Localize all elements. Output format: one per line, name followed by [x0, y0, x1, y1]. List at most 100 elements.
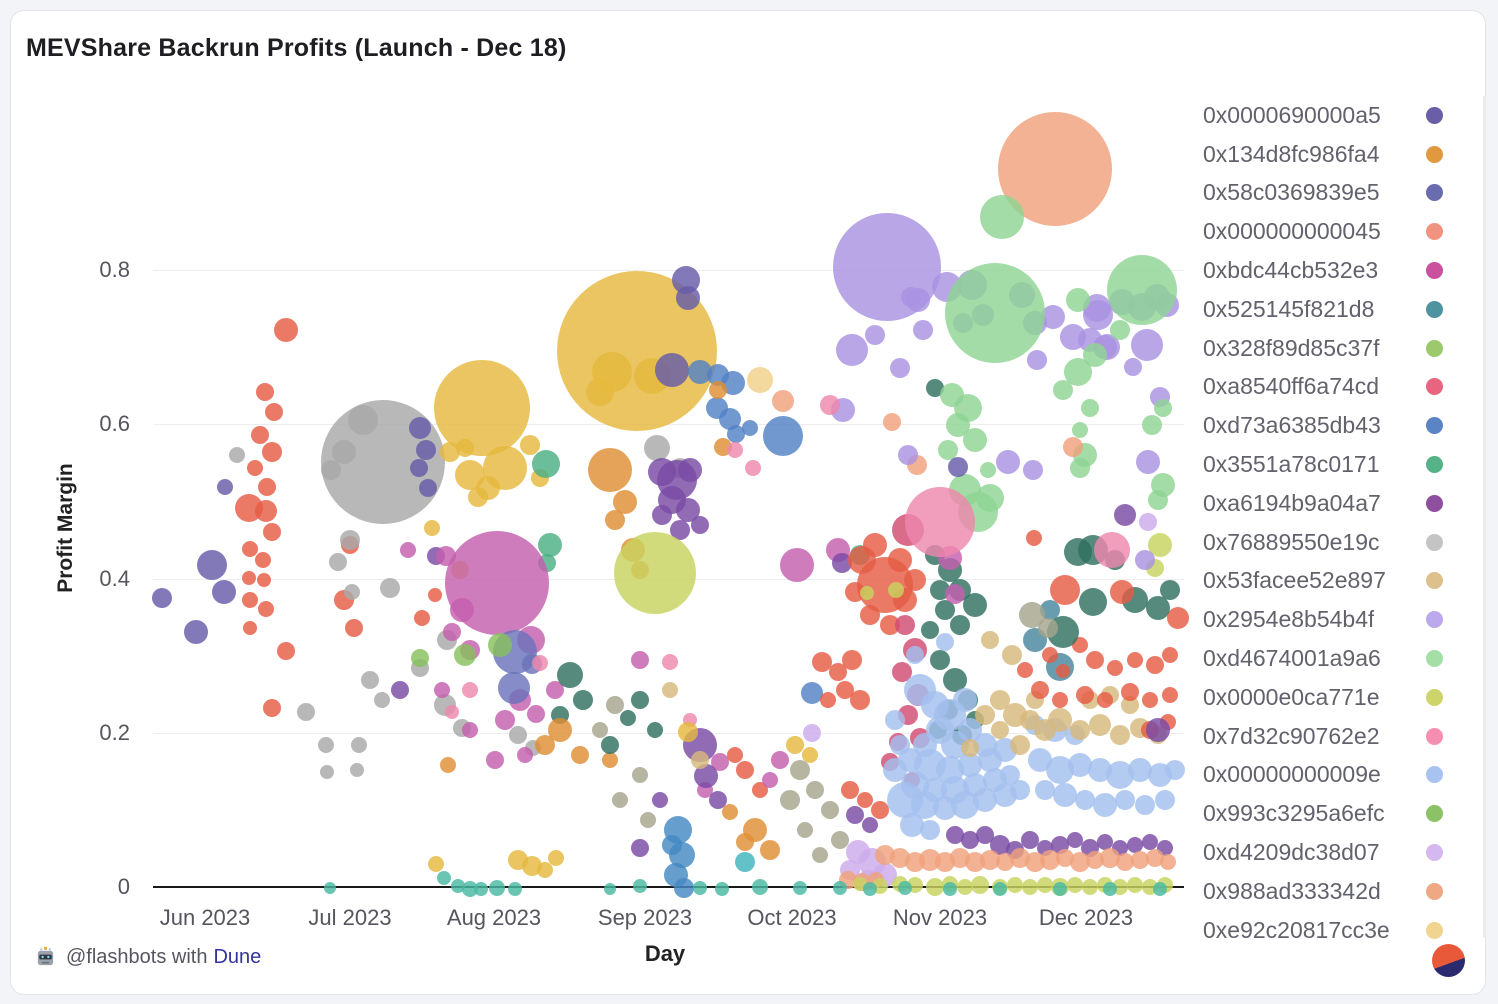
bubble[interactable] — [1075, 790, 1095, 810]
bubble[interactable] — [1100, 848, 1120, 868]
bubble[interactable] — [1115, 790, 1135, 810]
bubble[interactable] — [468, 487, 488, 507]
bubble[interactable] — [890, 358, 910, 378]
bubble[interactable] — [670, 520, 690, 540]
bubble[interactable] — [1042, 647, 1058, 663]
bubble[interactable] — [742, 420, 758, 436]
legend-item[interactable]: 0xbdc44cb532e3 — [1203, 251, 1465, 290]
bubble[interactable] — [265, 403, 283, 421]
bubble[interactable] — [601, 736, 619, 754]
bubble[interactable] — [945, 263, 1045, 363]
bubble[interactable] — [871, 801, 889, 819]
bubble[interactable] — [1127, 837, 1143, 853]
bubble[interactable] — [532, 450, 560, 478]
bubble[interactable] — [1053, 380, 1073, 400]
legend-item[interactable]: 0x328f89d85c37f — [1203, 329, 1465, 368]
bubble[interactable] — [812, 652, 832, 672]
bubble[interactable] — [229, 447, 245, 463]
bubble[interactable] — [361, 671, 379, 689]
bubble[interactable] — [662, 682, 678, 698]
bubble[interactable] — [258, 601, 274, 617]
bubble[interactable] — [1121, 696, 1139, 714]
bubble[interactable] — [841, 781, 859, 799]
bubble[interactable] — [614, 532, 696, 614]
bubble[interactable] — [875, 845, 895, 865]
bubble[interactable] — [674, 878, 694, 898]
bubble[interactable] — [1038, 618, 1058, 638]
bubble[interactable] — [648, 458, 676, 486]
bubble[interactable] — [242, 571, 256, 585]
legend-item[interactable]: 0x0000690000a5 — [1203, 96, 1465, 135]
bubble[interactable] — [251, 426, 269, 444]
bubble[interactable] — [320, 765, 334, 779]
bubble[interactable] — [1076, 686, 1094, 704]
bubble[interactable] — [1023, 460, 1043, 480]
bubble[interactable] — [152, 588, 172, 608]
bubble[interactable] — [913, 320, 933, 340]
legend-item[interactable]: 0x000000000045 — [1203, 212, 1465, 251]
bubble[interactable] — [990, 835, 1010, 855]
bubble[interactable] — [850, 690, 870, 710]
bubble[interactable] — [1131, 851, 1149, 869]
bubble[interactable] — [631, 691, 649, 709]
bubble[interactable] — [1131, 329, 1163, 361]
bubble[interactable] — [1010, 735, 1030, 755]
bubble[interactable] — [212, 580, 236, 604]
legend-item[interactable]: 0x2954e8b54b4f — [1203, 600, 1465, 639]
legend-item[interactable]: 0xe92c20817cc3e — [1203, 911, 1465, 950]
bubble[interactable] — [1135, 795, 1155, 815]
bubble[interactable] — [495, 710, 515, 730]
bubble[interactable] — [1089, 714, 1111, 736]
bubble[interactable] — [693, 881, 707, 895]
bubble[interactable] — [486, 751, 504, 769]
bubble[interactable] — [790, 760, 810, 780]
bubble[interactable] — [527, 705, 545, 723]
bubble[interactable] — [1107, 660, 1123, 676]
bubble[interactable] — [488, 633, 512, 657]
bubble[interactable] — [262, 442, 282, 462]
bubble[interactable] — [975, 705, 995, 725]
bubble[interactable] — [1103, 882, 1117, 896]
legend-item[interactable]: 0x53facee52e897 — [1203, 562, 1465, 601]
bubble[interactable] — [860, 586, 874, 600]
bubble[interactable] — [760, 840, 780, 860]
bubble[interactable] — [440, 442, 460, 462]
bubble[interactable] — [735, 852, 755, 872]
bubble[interactable] — [1086, 651, 1104, 669]
bubble[interactable] — [736, 833, 754, 851]
bubble[interactable] — [1063, 437, 1083, 457]
bubble[interactable] — [722, 804, 738, 820]
bubble[interactable] — [321, 460, 341, 480]
bubble[interactable] — [1017, 662, 1033, 678]
bubble[interactable] — [257, 573, 271, 587]
bubble[interactable] — [709, 791, 727, 809]
bubble[interactable] — [437, 871, 451, 885]
bubble[interactable] — [1070, 458, 1090, 478]
legend-item[interactable]: 0x0000e0ca771e — [1203, 678, 1465, 717]
bubble[interactable] — [860, 605, 880, 625]
bubble[interactable] — [255, 500, 277, 522]
bubble[interactable] — [247, 460, 263, 476]
legend-item[interactable]: 0x525145f821d8 — [1203, 290, 1465, 329]
bubble[interactable] — [419, 479, 437, 497]
bubble[interactable] — [996, 450, 1020, 474]
bubble[interactable] — [508, 882, 522, 896]
bubble[interactable] — [571, 746, 589, 764]
bubble[interactable] — [883, 758, 907, 782]
bubble[interactable] — [256, 383, 274, 401]
bubble[interactable] — [1053, 783, 1077, 807]
bubble[interactable] — [462, 682, 478, 698]
bubble[interactable] — [883, 413, 901, 431]
bubble[interactable] — [318, 737, 334, 753]
bubble[interactable] — [520, 435, 540, 455]
bubble[interactable] — [863, 882, 877, 896]
bubble[interactable] — [833, 881, 847, 895]
bubble[interactable] — [921, 621, 939, 639]
bubble[interactable] — [350, 763, 364, 777]
bubble[interactable] — [905, 487, 975, 557]
legend-item[interactable]: 0x00000000009e — [1203, 756, 1465, 795]
bubble[interactable] — [1142, 834, 1158, 850]
bubble[interactable] — [462, 722, 478, 738]
bubble[interactable] — [1031, 681, 1049, 699]
bubble[interactable] — [329, 553, 347, 571]
